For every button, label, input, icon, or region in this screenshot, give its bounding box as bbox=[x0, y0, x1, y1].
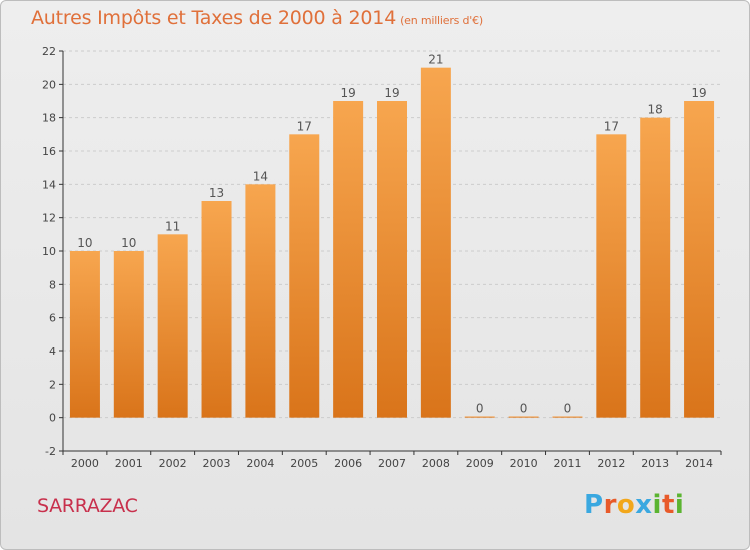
y-tick-label: 20 bbox=[42, 78, 56, 91]
y-tick-label: 16 bbox=[42, 145, 56, 158]
bar-2009 bbox=[464, 416, 495, 418]
y-tick-label: 4 bbox=[49, 345, 56, 358]
bar-2003 bbox=[201, 201, 232, 418]
chart-title: Autres Impôts et Taxes de 2000 à 2014 (en… bbox=[31, 7, 483, 29]
y-tick-label: 6 bbox=[49, 312, 56, 325]
city-name: SARRAZAC bbox=[37, 495, 138, 517]
bar-2010 bbox=[508, 416, 539, 418]
bar-value-label: 10 bbox=[77, 236, 92, 250]
y-tick-label: -2 bbox=[45, 445, 56, 458]
x-tick-label: 2013 bbox=[641, 457, 669, 470]
x-tick-label: 2006 bbox=[334, 457, 362, 470]
bar-value-label: 0 bbox=[520, 401, 528, 415]
y-tick-label: 2 bbox=[49, 378, 56, 391]
x-tick-label: 2001 bbox=[115, 457, 143, 470]
bar-value-label: 14 bbox=[253, 169, 268, 183]
y-tick-label: 10 bbox=[42, 245, 56, 258]
bar-2014 bbox=[684, 101, 715, 418]
logo-letter: i bbox=[674, 490, 685, 520]
bar-value-label: 19 bbox=[384, 86, 399, 100]
y-tick-label: 0 bbox=[49, 412, 56, 425]
bar-value-label: 18 bbox=[648, 103, 663, 117]
x-tick-label: 2005 bbox=[290, 457, 318, 470]
logo-letter: t bbox=[661, 490, 675, 520]
labels: -2 0 2 4 6 8 10 12 14 16 18 20 22 10 2000 10 2001 11 2002 1… bbox=[42, 45, 713, 470]
bar-value-label: 21 bbox=[428, 53, 443, 67]
x-tick-label: 2003 bbox=[203, 457, 231, 470]
bar-value-label: 0 bbox=[564, 401, 572, 415]
bar-2001 bbox=[113, 251, 144, 418]
bar-value-label: 19 bbox=[340, 86, 355, 100]
x-tick-label: 2010 bbox=[510, 457, 538, 470]
bar-2012 bbox=[596, 134, 627, 418]
logo-letter: r bbox=[603, 490, 617, 520]
y-tick-label: 18 bbox=[42, 112, 56, 125]
bar-2005 bbox=[289, 134, 320, 418]
bar-value-label: 19 bbox=[691, 86, 706, 100]
bar-2013 bbox=[640, 117, 671, 418]
y-tick-label: 14 bbox=[42, 178, 56, 191]
bar-value-label: 13 bbox=[209, 186, 224, 200]
x-tick-label: 2007 bbox=[378, 457, 406, 470]
bar-value-label: 0 bbox=[476, 401, 484, 415]
bar-value-label: 10 bbox=[121, 236, 136, 250]
logo-letter: x bbox=[635, 490, 653, 520]
bar-2000 bbox=[69, 251, 100, 418]
x-tick-label: 2000 bbox=[71, 457, 99, 470]
bar-2004 bbox=[245, 184, 276, 418]
y-tick-label: 22 bbox=[42, 45, 56, 58]
bar-value-label: 17 bbox=[604, 119, 619, 133]
x-tick-label: 2009 bbox=[466, 457, 494, 470]
logo-letter: o bbox=[616, 490, 636, 520]
x-tick-label: 2008 bbox=[422, 457, 450, 470]
bar-2006 bbox=[333, 101, 364, 418]
bar-value-label: 11 bbox=[165, 219, 180, 233]
bar-2002 bbox=[157, 234, 188, 418]
bar-2007 bbox=[377, 101, 407, 418]
bar-value-label: 17 bbox=[297, 119, 312, 133]
y-tick-label: 12 bbox=[42, 212, 56, 225]
x-tick-label: 2004 bbox=[246, 457, 274, 470]
axes bbox=[59, 50, 722, 455]
bars bbox=[69, 67, 715, 418]
logo-letter: i bbox=[652, 490, 662, 520]
proxiti-logo: Proxiti bbox=[584, 490, 684, 520]
bar-2008 bbox=[420, 67, 451, 418]
x-tick-label: 2014 bbox=[685, 457, 713, 470]
logo-letter: P bbox=[584, 490, 604, 520]
chart-subtitle: (en milliers d'€) bbox=[400, 14, 483, 27]
y-tick-label: 8 bbox=[49, 278, 56, 291]
x-tick-label: 2002 bbox=[159, 457, 187, 470]
x-tick-label: 2011 bbox=[553, 457, 581, 470]
chart-title-text: Autres Impôts et Taxes de 2000 à 2014 bbox=[31, 7, 397, 29]
x-tick-label: 2012 bbox=[597, 457, 625, 470]
bar-2011 bbox=[552, 416, 583, 418]
